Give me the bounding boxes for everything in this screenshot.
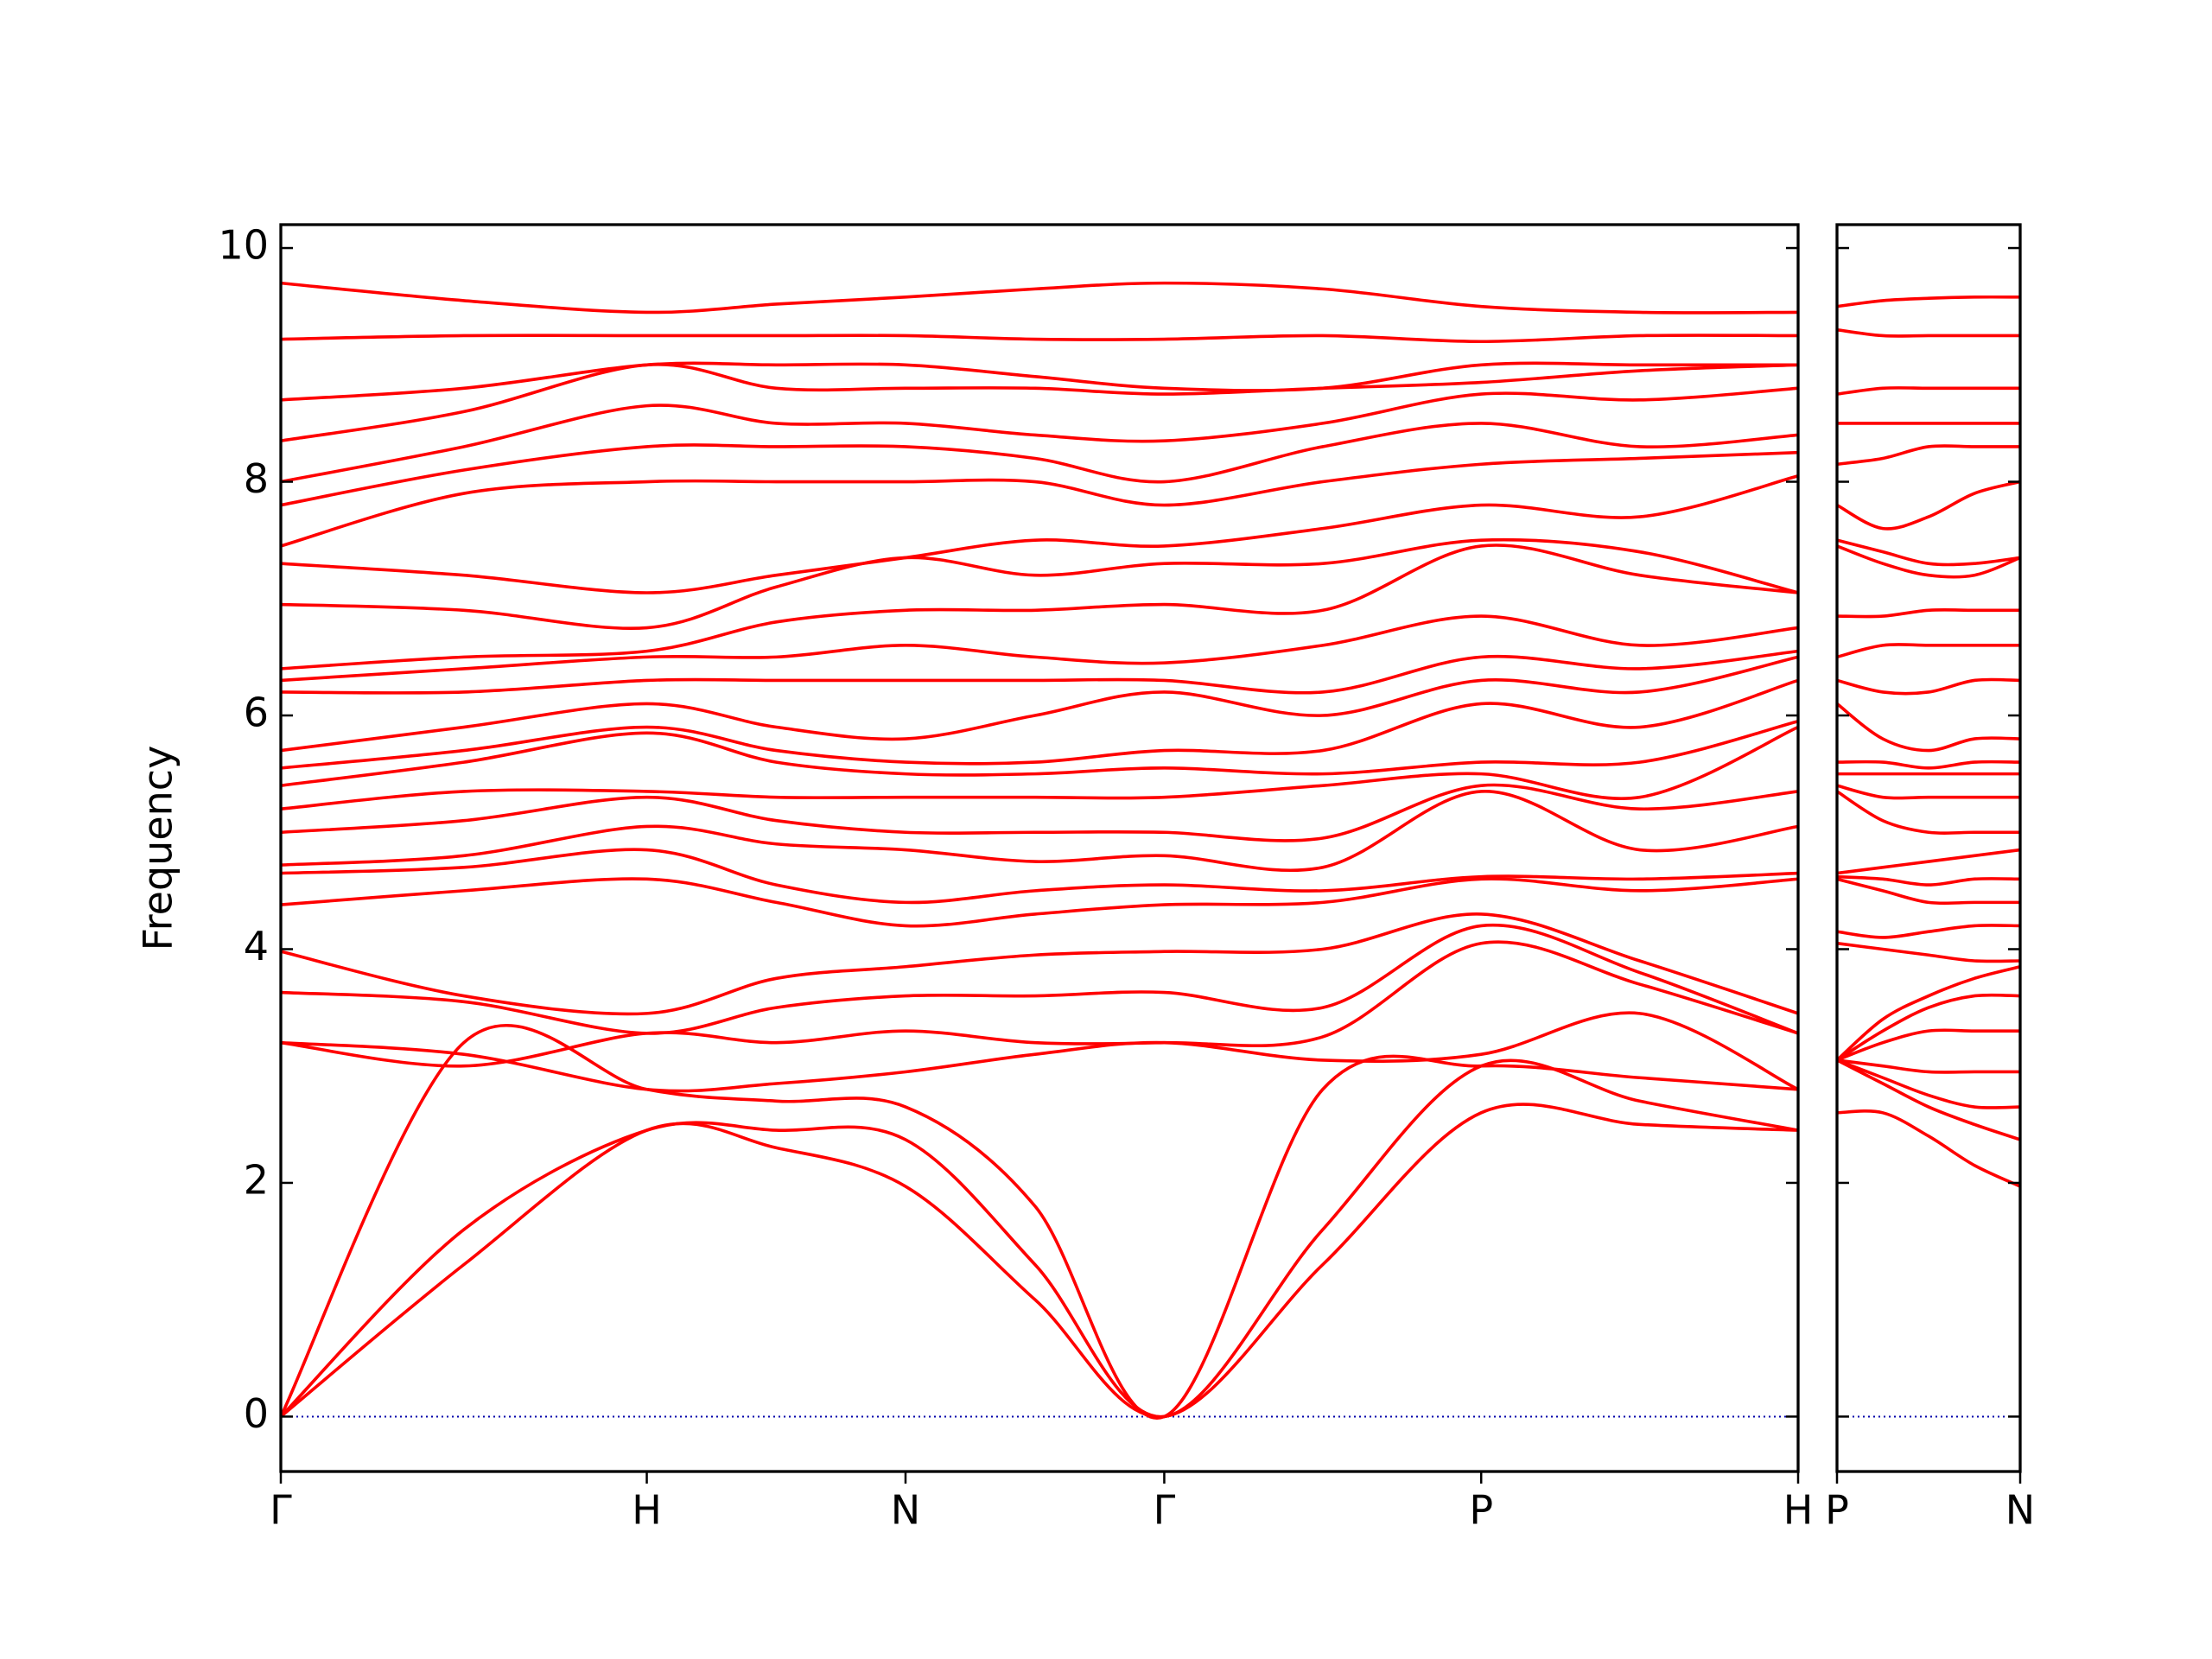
y-tick-label: 6	[244, 690, 269, 736]
band-line	[1836, 1028, 2020, 1062]
band-line	[1836, 877, 2020, 906]
y-tick-label: 10	[218, 222, 269, 269]
band-line	[280, 450, 1799, 548]
band-line	[1836, 677, 2021, 696]
band-line	[1836, 1058, 2020, 1074]
band-line	[1836, 607, 2020, 619]
band-line	[1836, 444, 2020, 467]
band-line	[280, 1011, 1799, 1093]
y-tick-label: 2	[244, 1156, 269, 1203]
band-line	[1836, 784, 2020, 800]
band-line	[1836, 538, 2021, 567]
band-line	[1836, 760, 2021, 770]
band-line	[280, 422, 1799, 507]
band-line	[1836, 993, 2021, 1062]
band-line	[1836, 327, 2020, 338]
x-tick-label: Γ	[1154, 1487, 1176, 1534]
band-line	[279, 1103, 1799, 1419]
band-line	[1836, 1058, 2021, 1109]
band-line	[280, 649, 1799, 695]
band-line	[280, 362, 1799, 442]
band-line	[1835, 702, 2021, 753]
band-line	[1836, 1058, 2021, 1141]
plot-frame	[1835, 223, 2022, 1473]
band-line	[280, 940, 1799, 1068]
band-line	[280, 783, 1799, 842]
band-line	[1836, 924, 2021, 939]
band-line	[280, 386, 1799, 484]
band-line	[280, 877, 1799, 928]
plot-frame	[279, 223, 1800, 1473]
band-line	[1836, 544, 2021, 579]
band-line	[279, 1058, 1799, 1419]
x-tick-label: N	[2005, 1487, 2035, 1534]
band-line	[1836, 848, 2021, 875]
band-line	[280, 912, 1799, 1016]
band-line	[280, 474, 1799, 594]
band-line	[1836, 941, 2021, 963]
band-line	[280, 848, 1799, 905]
band-line	[279, 1023, 1799, 1420]
band-line	[280, 281, 1799, 315]
x-tick-label: H	[1783, 1487, 1814, 1534]
band-line	[280, 537, 1799, 630]
band-line	[1836, 386, 2020, 396]
band-line	[280, 334, 1799, 344]
y-tick-label: 8	[244, 455, 269, 502]
band-line	[280, 725, 1799, 810]
band-line	[280, 614, 1799, 683]
band-line	[1835, 965, 2021, 1062]
x-tick-label: P	[1825, 1487, 1849, 1534]
x-tick-label: P	[1469, 1487, 1493, 1534]
band-line	[280, 361, 1798, 402]
y-axis-label: Frequency	[135, 746, 181, 951]
band-line	[280, 923, 1799, 1035]
band-line	[1836, 874, 2021, 887]
y-tick-label: 4	[244, 923, 269, 969]
band-line	[1836, 643, 2020, 659]
band-line	[280, 678, 1799, 770]
band-line	[1836, 295, 2021, 308]
x-tick-label: N	[891, 1487, 920, 1534]
band-line	[1836, 1109, 2021, 1188]
x-tick-label: H	[632, 1487, 662, 1534]
band-line	[280, 655, 1799, 753]
y-tick-label: 0	[244, 1390, 269, 1437]
band-line	[1836, 480, 2021, 531]
x-tick-label: Γ	[270, 1487, 292, 1534]
band-line	[280, 720, 1799, 787]
band-line	[280, 790, 1799, 873]
band-line	[280, 543, 1799, 671]
band-line	[1836, 790, 2020, 836]
